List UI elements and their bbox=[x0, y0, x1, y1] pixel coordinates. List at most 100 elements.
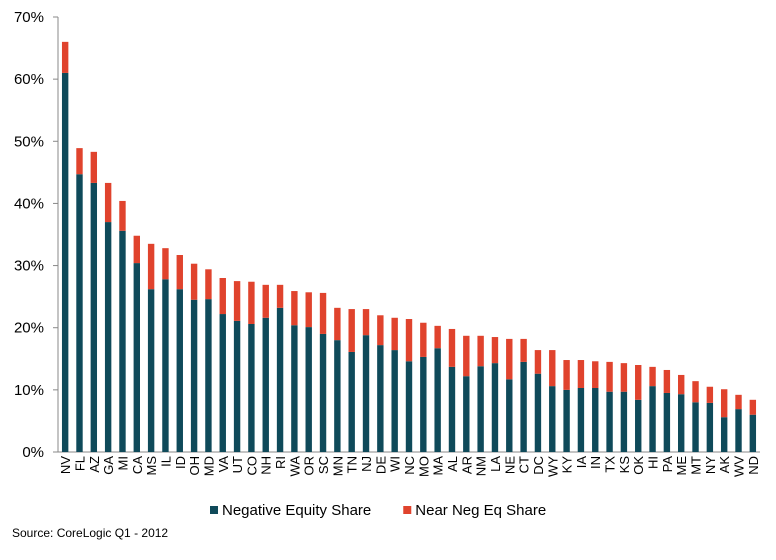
bar-segment bbox=[463, 335, 470, 377]
x-tick-label: NJ bbox=[359, 456, 374, 472]
source-note: Source: CoreLogic Q1 - 2012 bbox=[12, 526, 168, 540]
bar-segment bbox=[592, 361, 599, 388]
bar-segment bbox=[463, 376, 470, 452]
bar-segment bbox=[348, 351, 355, 452]
y-tick-label: 30% bbox=[14, 258, 44, 275]
x-tick-label: WI bbox=[388, 456, 403, 472]
bar-segment bbox=[563, 360, 570, 390]
bar-segment bbox=[291, 291, 298, 326]
x-tick-label: NV bbox=[58, 456, 73, 474]
bar-segment bbox=[90, 182, 98, 452]
x-tick-label: CT bbox=[517, 456, 532, 473]
bar-segment bbox=[205, 299, 212, 452]
bar-segment bbox=[176, 255, 183, 290]
bar-segment bbox=[61, 72, 69, 452]
bar-segment bbox=[520, 361, 527, 452]
x-tick-label: ID bbox=[173, 456, 188, 469]
legend-label: Negative Equity Share bbox=[222, 502, 371, 519]
bar-segment bbox=[534, 350, 542, 374]
x-tick-label: AR bbox=[459, 456, 474, 474]
bar-segment bbox=[305, 292, 312, 328]
x-tick-label: AK bbox=[717, 456, 732, 474]
bar-segment bbox=[434, 325, 441, 349]
bar-segment bbox=[606, 361, 613, 392]
x-tick-label: NH bbox=[259, 456, 274, 475]
bar-segment bbox=[233, 281, 241, 321]
bar-segment bbox=[104, 222, 112, 452]
bar-segment bbox=[334, 307, 341, 341]
bar-segment bbox=[506, 379, 513, 452]
bar-segment bbox=[706, 386, 714, 403]
bar-segment bbox=[391, 350, 398, 452]
bar-segment bbox=[391, 317, 398, 351]
bar-segment bbox=[720, 389, 728, 418]
x-tick-label: OR bbox=[302, 456, 317, 476]
bar-segment bbox=[678, 374, 685, 395]
bar-segment bbox=[219, 278, 226, 315]
bar-segment bbox=[534, 373, 542, 452]
x-tick-label: FL bbox=[72, 456, 87, 471]
bar-segment bbox=[663, 392, 671, 452]
bar-segment bbox=[147, 243, 155, 290]
x-tick-label: IN bbox=[588, 456, 603, 469]
bar-segment bbox=[448, 366, 456, 452]
bar-segment bbox=[491, 337, 499, 364]
bar-segment bbox=[162, 248, 169, 280]
bar-segment bbox=[133, 235, 140, 264]
x-tick-label: ND bbox=[746, 456, 761, 475]
bar-segment bbox=[133, 263, 140, 452]
bar-segment bbox=[119, 230, 126, 452]
bar-segment bbox=[248, 281, 255, 324]
bar-segment bbox=[506, 338, 513, 380]
bar-segment bbox=[61, 41, 69, 73]
bar-segment bbox=[276, 284, 284, 308]
bar-segment bbox=[420, 356, 427, 452]
bar-segment bbox=[377, 315, 384, 346]
bar-segment bbox=[592, 387, 599, 452]
bar-segment bbox=[420, 322, 427, 357]
bar-segment bbox=[262, 317, 269, 452]
y-tick-label: 0% bbox=[22, 444, 44, 461]
x-tick-label: LA bbox=[488, 456, 503, 472]
bar-segment bbox=[76, 148, 83, 175]
x-tick-label: KS bbox=[617, 456, 632, 474]
x-tick-label: HI bbox=[646, 456, 661, 469]
x-tick-label: AZ bbox=[87, 456, 102, 473]
bar-segment bbox=[520, 338, 527, 362]
bar-segment bbox=[678, 394, 685, 452]
x-tick-label: CO bbox=[244, 456, 259, 476]
x-tick-label: CA bbox=[130, 456, 145, 474]
bar-segment bbox=[620, 391, 628, 452]
bar-segment bbox=[720, 417, 728, 452]
bar-segment bbox=[749, 414, 757, 452]
bar-segment bbox=[276, 307, 284, 452]
bar-segment bbox=[706, 402, 714, 452]
bar-segment bbox=[735, 394, 742, 410]
x-tick-label: MN bbox=[330, 456, 345, 476]
bar-segment bbox=[577, 387, 585, 452]
x-tick-label: VA bbox=[216, 456, 231, 473]
x-tick-label: IL bbox=[158, 456, 173, 467]
bar-segment bbox=[563, 389, 570, 452]
x-tick-label: DC bbox=[531, 456, 546, 475]
y-tick-label: 10% bbox=[14, 382, 44, 399]
bar-segment bbox=[76, 174, 83, 452]
bar-segment bbox=[190, 299, 198, 452]
bar-segment bbox=[635, 365, 642, 400]
x-tick-label: UT bbox=[230, 456, 245, 473]
bar-segment bbox=[606, 391, 613, 452]
legend-swatch bbox=[210, 506, 218, 514]
x-tick-label: OK bbox=[631, 456, 646, 475]
x-tick-label: DE bbox=[373, 456, 388, 474]
bar-segment bbox=[692, 402, 699, 452]
bar-segment bbox=[319, 333, 327, 452]
bar-segment bbox=[491, 363, 499, 452]
bar-segment bbox=[262, 284, 269, 318]
bar-segment bbox=[176, 289, 183, 452]
bar-segment bbox=[334, 340, 341, 452]
bar-segment bbox=[162, 279, 169, 452]
bar-segment bbox=[219, 314, 226, 452]
y-tick-label: 50% bbox=[14, 133, 44, 150]
bar-segment bbox=[749, 399, 757, 415]
bar-segment bbox=[434, 348, 441, 452]
